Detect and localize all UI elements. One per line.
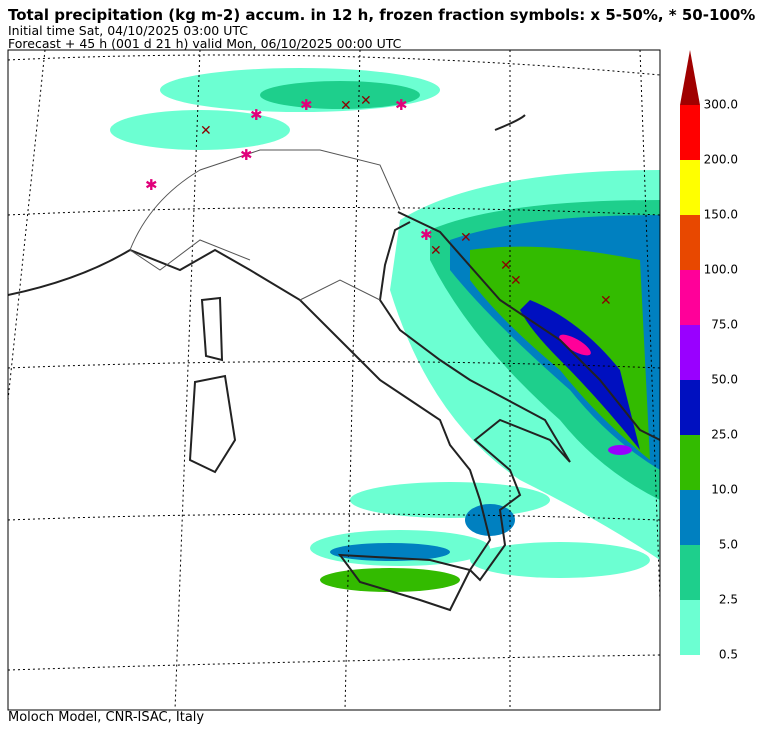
svg-text:✕: ✕ bbox=[200, 123, 212, 139]
colorbar-label: 25.0 bbox=[711, 428, 738, 442]
svg-text:✱: ✱ bbox=[250, 106, 263, 124]
svg-text:✕: ✕ bbox=[460, 230, 472, 246]
title: Total precipitation (kg m-2) accum. in 1… bbox=[8, 6, 756, 24]
colorbar-label: 300.0 bbox=[704, 98, 738, 112]
colorbar-label: 0.5 bbox=[719, 648, 738, 662]
colorbar-arrow bbox=[680, 50, 700, 105]
colorbar-label: 100.0 bbox=[704, 263, 738, 277]
svg-text:✱: ✱ bbox=[240, 146, 253, 164]
svg-text:✕: ✕ bbox=[360, 93, 372, 109]
svg-text:✕: ✕ bbox=[500, 258, 512, 274]
precipitation bbox=[110, 68, 660, 592]
colorbar: 0.5 2.5 5.0 10.0 25.0 50.0 75.0 100.0 150.0 200.0… bbox=[680, 50, 738, 662]
map-frame bbox=[7, 49, 661, 711]
borders bbox=[129, 149, 401, 301]
colorbar-label: 10.0 bbox=[711, 483, 738, 497]
colorbar-band bbox=[680, 490, 700, 545]
colorbar-band bbox=[680, 160, 700, 215]
colorbar-band bbox=[680, 215, 700, 270]
forecast-time: Forecast + 45 h (001 d 21 h) valid Mon, … bbox=[8, 36, 402, 51]
colorbar-band bbox=[680, 105, 700, 160]
colorbar-band bbox=[680, 325, 700, 380]
colorbar-band bbox=[680, 270, 700, 325]
svg-text:✕: ✕ bbox=[600, 293, 612, 309]
colorbar-band bbox=[680, 545, 700, 600]
colorbar-label: 50.0 bbox=[711, 373, 738, 387]
svg-text:✱: ✱ bbox=[145, 176, 158, 194]
colorbar-band bbox=[680, 435, 700, 490]
colorbar-label: 75.0 bbox=[711, 318, 738, 332]
snow-symbols: ✱ ✱ ✱ ✱ ✱ ✱ bbox=[145, 96, 433, 244]
coastline bbox=[8, 114, 660, 612]
svg-text:✱: ✱ bbox=[420, 226, 433, 244]
svg-text:✕: ✕ bbox=[510, 273, 522, 289]
colorbar-label: 150.0 bbox=[704, 208, 738, 222]
colorbar-label: 5.0 bbox=[719, 538, 738, 552]
colorbar-label: 2.5 bbox=[719, 593, 738, 607]
graticule bbox=[8, 50, 660, 710]
footer: Moloch Model, CNR-ISAC, Italy bbox=[8, 710, 205, 725]
svg-text:✱: ✱ bbox=[300, 96, 313, 114]
colorbar-label: 200.0 bbox=[704, 153, 738, 167]
colorbar-band bbox=[680, 600, 700, 655]
map: ✕✕ ✕ ✕✕✕ ✕✕ ✱✱✱ ✱✱✱ bbox=[8, 50, 660, 710]
initial-time: Initial time Sat, 04/10/2025 03:00 UTC bbox=[8, 23, 249, 38]
svg-text:✕: ✕ bbox=[340, 98, 352, 114]
frozen-symbols: ✕✕ ✕ ✕✕✕ ✕✕ bbox=[200, 93, 612, 309]
svg-text:✱: ✱ bbox=[395, 96, 408, 114]
svg-text:✕: ✕ bbox=[430, 243, 442, 259]
colorbar-band bbox=[680, 380, 700, 435]
